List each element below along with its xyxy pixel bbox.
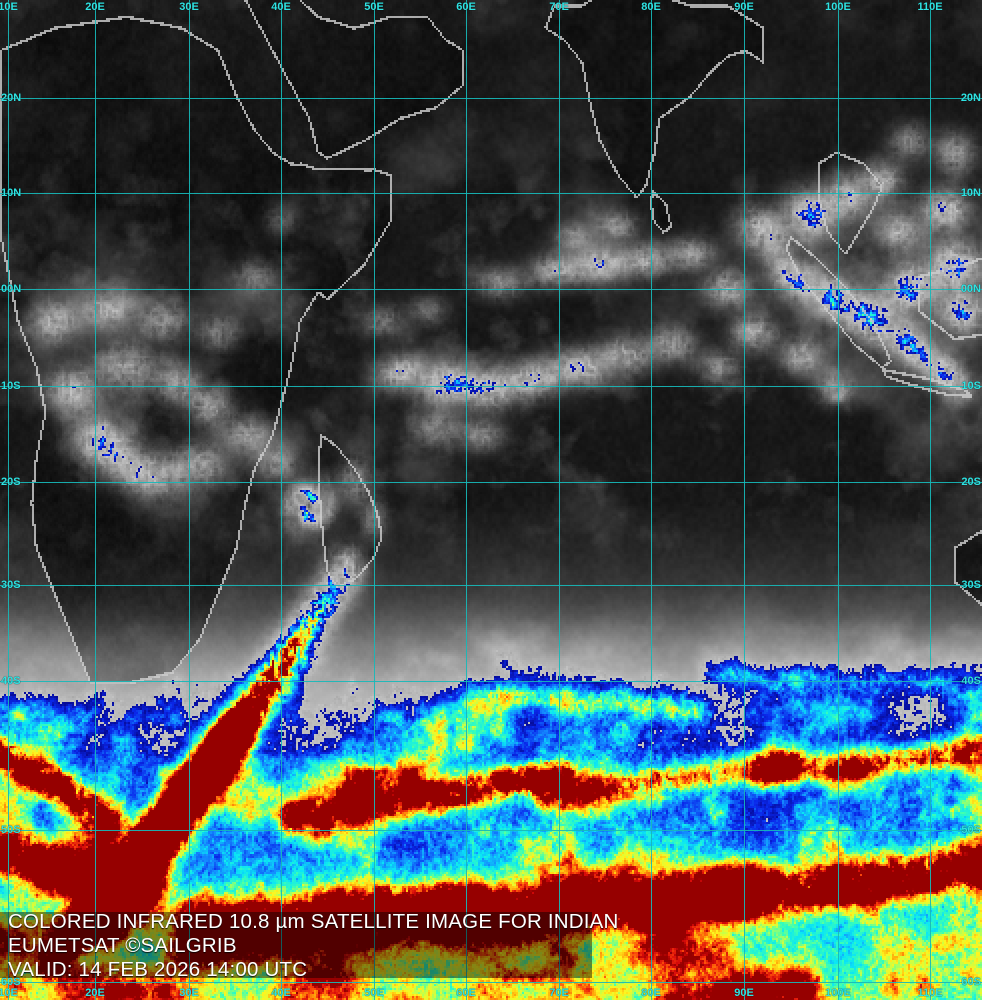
caption-line-source: EUMETSAT ©SAILGRIB (8, 934, 237, 957)
caption-line-title: COLORED INFRARED 10.8 µm SATELLITE IMAGE… (8, 910, 619, 933)
caption-line-valid: VALID: 14 FEB 2026 14:00 UTC (8, 958, 308, 981)
caption-block: COLORED INFRARED 10.8 µm SATELLITE IMAGE… (8, 910, 628, 982)
